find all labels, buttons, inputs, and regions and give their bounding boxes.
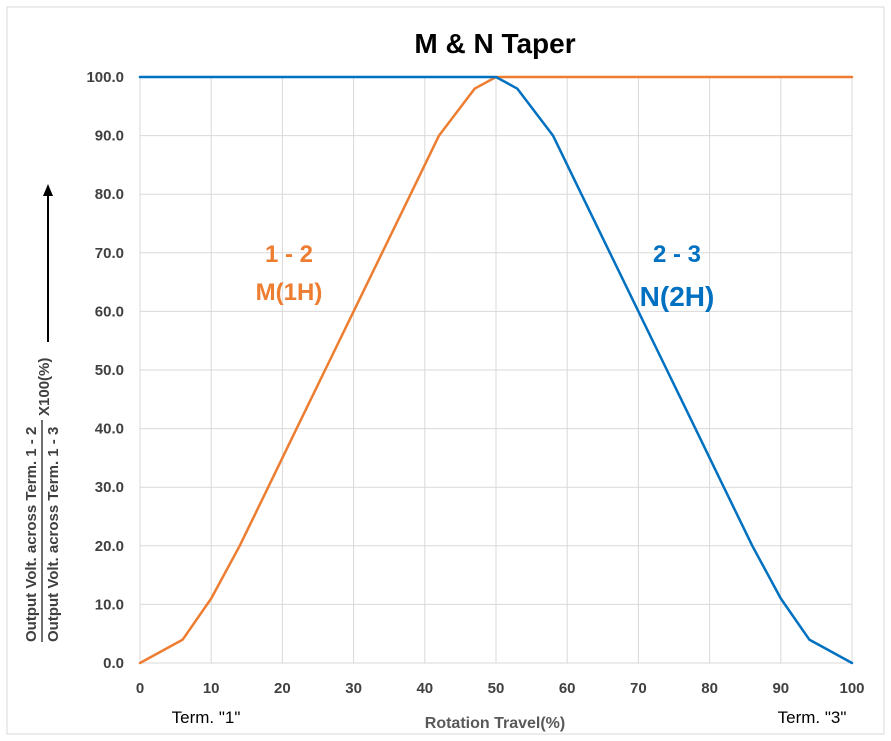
annotation-m-line1: 1 - 2 — [265, 241, 313, 268]
x-tick-label: 90 — [772, 680, 789, 697]
y-tick-label: 60.0 — [95, 303, 124, 320]
series-line-n — [138, 75, 854, 665]
y-tick-label: 10.0 — [95, 596, 124, 613]
y-tick-labels: 0.0 10.0 20.0 30.0 40.0 50.0 60.0 70.0 80.0 90.0 1… — [86, 69, 124, 672]
y-tick-label: 50.0 — [95, 362, 124, 379]
x-tick-label: 60 — [559, 680, 576, 697]
series-line-m — [138, 75, 854, 665]
y-axis-label-denominator: Output Volt. across Term. 1 - 3 — [45, 427, 62, 642]
term-3-label: Term. "3" — [778, 708, 847, 727]
y-tick-label: 0.0 — [103, 655, 124, 672]
y-axis-label-suffix: X100(%) — [36, 358, 53, 416]
x-tick-label: 10 — [203, 680, 220, 697]
x-tick-labels: 0 10 20 30 40 50 60 70 80 90 100 — [136, 680, 865, 697]
x-axis-label: Rotation Travel(%) — [425, 715, 565, 732]
y-tick-label: 30.0 — [95, 479, 124, 496]
annotation-n-line2: N(2H) — [640, 281, 715, 312]
x-tick-label: 30 — [345, 680, 362, 697]
y-axis-arrow-icon — [43, 184, 53, 196]
y-tick-label: 20.0 — [95, 538, 124, 555]
y-tick-label: 80.0 — [95, 186, 124, 203]
term-1-label: Term. "1" — [172, 708, 241, 727]
annotation-n-line1: 2 - 3 — [653, 241, 701, 268]
y-tick-label: 90.0 — [95, 128, 124, 145]
chart-title: M & N Taper — [414, 28, 575, 59]
annotation-n: 2 - 3 N(2H) — [640, 241, 715, 312]
y-axis-label: Output Volt. across Term. 1 - 2 Output V… — [23, 184, 62, 642]
x-tick-label: 100 — [839, 680, 864, 697]
y-tick-label: 100.0 — [86, 69, 124, 86]
annotation-m-line2: M(1H) — [256, 279, 323, 306]
x-tick-label: 80 — [701, 680, 718, 697]
annotation-m: 1 - 2 M(1H) — [256, 241, 323, 306]
y-axis-label-numerator: Output Volt. across Term. 1 - 2 — [23, 427, 40, 642]
grid — [139, 76, 853, 664]
x-tick-label: 50 — [488, 680, 505, 697]
x-tick-label: 70 — [630, 680, 647, 697]
y-tick-label: 40.0 — [95, 421, 124, 438]
x-tick-label: 0 — [136, 680, 144, 697]
x-tick-label: 40 — [416, 680, 433, 697]
x-tick-label: 20 — [274, 680, 291, 697]
series-layer — [138, 75, 854, 665]
y-tick-label: 70.0 — [95, 245, 124, 262]
